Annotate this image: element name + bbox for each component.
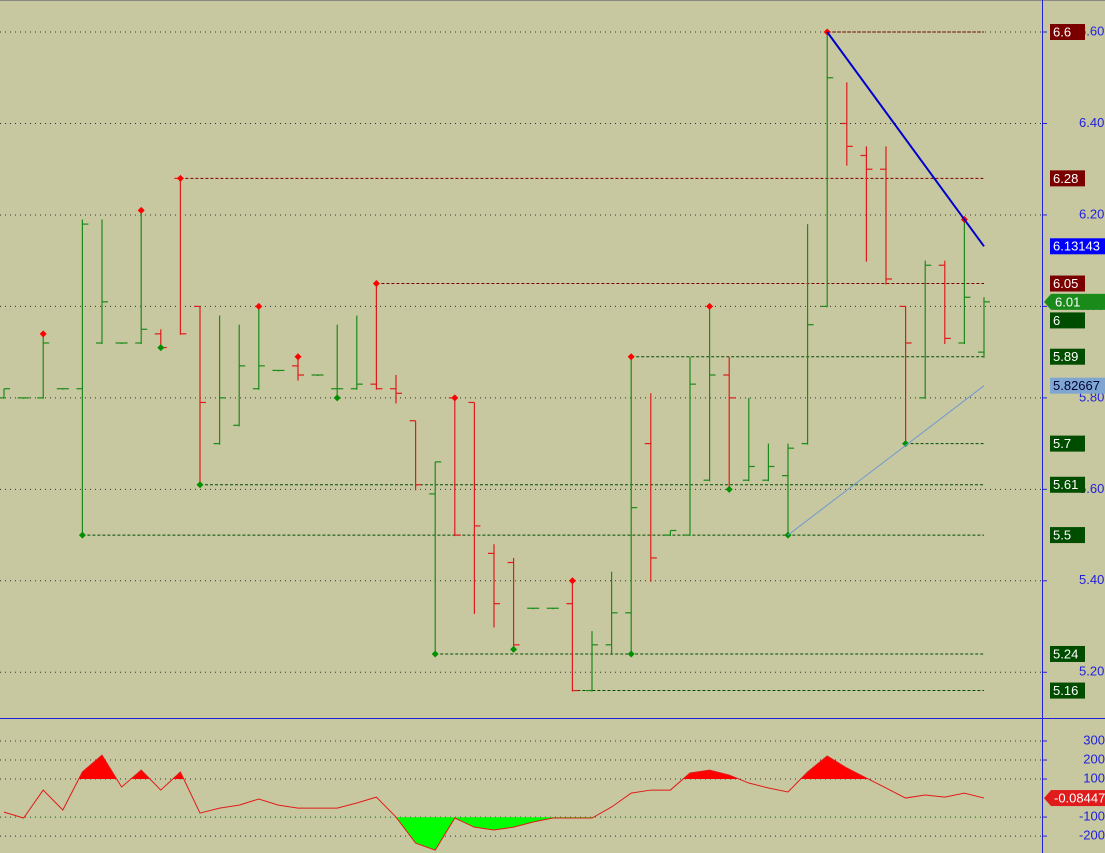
level-label-box [1050,275,1085,292]
level-label: 6.6 [1053,24,1071,39]
pivot-low [157,344,165,352]
indicator-line [3,754,985,851]
trend-label: 6.13143 [1053,239,1100,254]
trendline [826,31,985,247]
marker-label: 6 [1053,313,1060,328]
y-tick-label: 6.20 [1079,206,1104,221]
pivot-low [510,645,518,653]
level-label-box [1050,645,1085,662]
level-label: 6.05 [1053,276,1078,291]
trend-label-box [1050,377,1105,394]
pivot-low [431,650,439,658]
pivot-low [627,650,635,658]
y-tick-label: 200 [1083,751,1105,766]
trend-label: 5.82667 [1053,378,1100,393]
pivot-high [706,302,714,310]
indicator-last-label: -0.08447 [1054,791,1105,806]
indicator-last-box [1051,790,1105,807]
last-price-arrow [1044,293,1051,310]
trendline [787,385,985,536]
y-tick-label: 6.40 [1079,115,1104,130]
pivot-low [725,485,733,493]
pivot-low [333,394,341,402]
pivot-high [137,206,145,214]
level-label-box [1050,24,1085,41]
level-label-box [1050,170,1085,187]
pivot-high [568,577,576,585]
y-tick-label: 300 [1083,732,1105,747]
pivot-low [902,440,910,448]
pivot-high [372,280,380,288]
pivot-high [255,302,263,310]
y-tick-label: 5.60 [1079,481,1104,496]
indicator-pane [0,718,1042,853]
level-label: 6.28 [1053,171,1078,186]
y-tick-label: 5.40 [1079,572,1104,587]
level-label: 5.16 [1053,683,1078,698]
level-label: 5.5 [1053,528,1071,543]
level-label-box [1050,348,1085,365]
level-label-box [1050,527,1085,544]
last-price-box [1051,293,1105,310]
trend-label-box [1050,238,1105,255]
y-tick-label: 5.20 [1079,664,1104,679]
pivot-low [196,481,204,489]
band-fill [4,755,984,780]
pivot-high [627,353,635,361]
y-tick-label: -100 [1079,809,1105,824]
pivot-high [176,174,184,182]
marker-label-box [1050,312,1085,329]
pivot-high [39,330,47,338]
y-tick-label: 100 [1083,770,1105,785]
pivot-high [451,394,459,402]
indicator-last-arrow [1044,790,1051,807]
level-label: 5.61 [1053,477,1078,492]
level-label: 5.89 [1053,349,1078,364]
pivot-high [294,353,302,361]
level-label: 5.7 [1053,436,1071,451]
pivot-low [78,531,86,539]
level-label: 5.24 [1053,646,1078,661]
band-fill [20,817,594,851]
level-label-box [1050,476,1085,493]
y-tick-label: 6.60 [1079,23,1104,38]
price-pane [0,0,1042,718]
last-price: 6.01 [1055,294,1080,309]
level-label-box [1050,682,1085,699]
level-label-box [1050,435,1085,452]
y-tick-label: -200 [1079,828,1105,843]
